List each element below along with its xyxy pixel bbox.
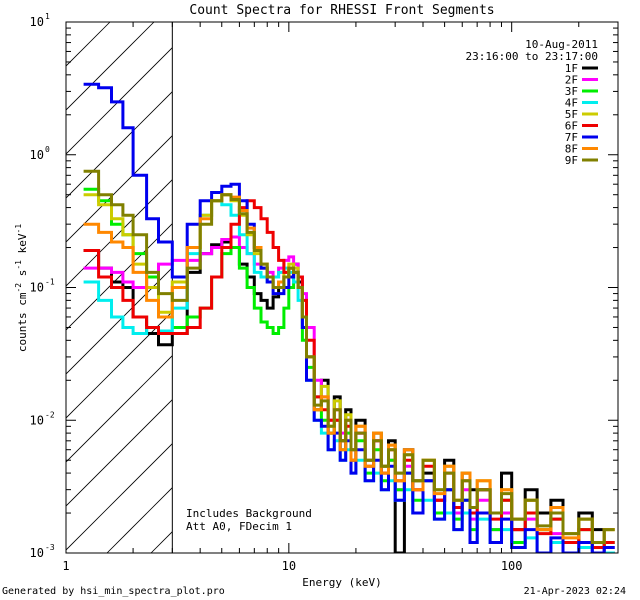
hatch-line [66, 47, 173, 155]
series-layer [83, 82, 615, 553]
x-tick-label: 1 [62, 559, 69, 573]
axis-ticks [65, 21, 619, 554]
hatch-line [66, 223, 173, 331]
y-tick-exponent: -3 [45, 543, 55, 552]
legend-label-3F: 3F [565, 85, 578, 98]
generation-timestamp: 21-Apr-2023 02:24 [524, 586, 626, 597]
legend-label-9F: 9F [565, 154, 578, 167]
x-tick-label: 100 [501, 559, 523, 573]
y-tick-exponent: 1 [45, 12, 50, 21]
y-tick-exponent: -2 [45, 410, 55, 419]
x-tick-labels: 1 10 100 [62, 559, 522, 573]
y-tick-label: 10 [30, 546, 44, 560]
legend-label-4F: 4F [565, 97, 578, 110]
chart-title: Count Spectra for RHESSI Front Segments [189, 3, 494, 18]
y-tick-label: 10 [30, 148, 44, 162]
legend-label-1F: 1F [565, 62, 578, 75]
attenuator-note: Att A0, FDecim 1 [186, 520, 292, 533]
hatch-line [66, 443, 173, 551]
legend-label-7F: 7F [565, 131, 578, 144]
time-range: 23:16:00 to 23:17:00 [466, 50, 598, 63]
legend-label-6F: 6F [565, 120, 578, 133]
x-axis-label: Energy (keV) [302, 576, 381, 589]
observation-date: 10-Aug-2011 [525, 38, 598, 51]
legend-label-5F: 5F [565, 108, 578, 121]
hatch-line [66, 399, 173, 507]
legend-label-2F: 2F [565, 74, 578, 87]
y-tick-label: 10 [30, 413, 44, 427]
series-line-9F [83, 169, 615, 544]
y-axis-label: counts cm-2 s-1 keV-1 [14, 224, 29, 352]
series-line-6F [83, 199, 615, 549]
x-tick-label: 10 [282, 559, 296, 573]
background-note: Includes Background [186, 507, 312, 520]
y-tick-label: 10 [30, 15, 44, 29]
hatch-line [66, 91, 173, 199]
y-tick-exponent: 0 [45, 145, 50, 154]
legend-label-8F: 8F [565, 143, 578, 156]
y-tick-label: 10 [30, 281, 44, 295]
y-tick-exponent: -1 [45, 278, 55, 287]
generator-credit: Generated by hsi_min_spectra_plot.pro [2, 586, 225, 597]
